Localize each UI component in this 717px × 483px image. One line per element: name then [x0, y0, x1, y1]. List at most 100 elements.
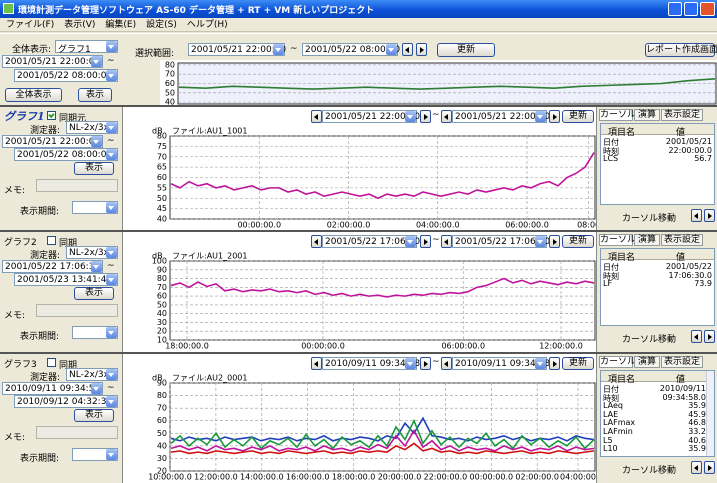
nav-button[interactable]	[704, 330, 715, 343]
nav-button[interactable]	[549, 235, 560, 248]
table-cell: LAFmin	[603, 427, 633, 436]
table-cell: LF	[603, 279, 613, 289]
report-button[interactable]: レポート作成画面へ	[645, 43, 717, 57]
memo-input[interactable]	[36, 179, 118, 192]
menu-item[interactable]: ファイル(F)	[6, 20, 55, 30]
tab[interactable]: 演算	[634, 356, 660, 368]
data-trace	[170, 429, 595, 452]
nav-button[interactable]	[416, 43, 427, 56]
nav-button[interactable]	[420, 357, 431, 370]
y-tick-label: 65	[157, 163, 167, 172]
device-select[interactable]: NL-2x/3x	[66, 121, 118, 134]
range-end-select[interactable]: 2001/05/22 08:00:00	[302, 43, 400, 56]
checkbox[interactable]	[47, 358, 56, 367]
end-select[interactable]: 2001/05/22 08:00:00	[14, 148, 118, 161]
nav-button[interactable]	[420, 235, 431, 248]
update-button[interactable]: 更新	[562, 235, 594, 248]
nav-button[interactable]	[691, 209, 702, 222]
close-button[interactable]	[700, 2, 715, 16]
memo-input[interactable]	[36, 426, 118, 439]
update-button[interactable]: 更新	[437, 43, 495, 57]
show-button[interactable]: 表示	[74, 409, 114, 422]
nav-button[interactable]	[549, 110, 560, 123]
nav-button[interactable]	[704, 461, 715, 474]
table-cell: 日付	[603, 263, 619, 272]
y-tick-label: 55	[157, 183, 167, 192]
nav-button[interactable]	[549, 357, 560, 370]
cursor-end-select[interactable]: 2010/09/11 09:34:58	[452, 357, 550, 370]
update-button[interactable]: 更新	[562, 110, 594, 123]
tab[interactable]: 演算	[634, 234, 660, 246]
arrow-icon	[108, 453, 114, 457]
menu-item[interactable]: 編集(E)	[105, 20, 137, 30]
start-select[interactable]: 2001/05/21 22:00:00	[2, 55, 103, 68]
nav-button[interactable]	[691, 461, 702, 474]
nav-button[interactable]	[402, 43, 413, 56]
tilde: ~	[107, 56, 115, 66]
nav-button[interactable]	[441, 110, 452, 123]
nav-button[interactable]	[311, 357, 322, 370]
overall-button[interactable]: 全体表示	[5, 88, 62, 102]
tab[interactable]: 表示設定	[661, 356, 703, 368]
device-select[interactable]: NL-2x/3x	[66, 246, 118, 259]
cursor-end-select[interactable]: 2001/05/22 17:06:30	[452, 235, 551, 248]
checkbox[interactable]	[47, 111, 56, 120]
start-select[interactable]: 2001/05/22 17:06:30	[2, 260, 103, 273]
end-select[interactable]: 2010/09/12 04:32:38	[14, 395, 118, 408]
start-select[interactable]: 2001/05/21 22:00:00	[2, 135, 103, 148]
tab[interactable]: カーソル	[599, 356, 637, 368]
end-select[interactable]: 2001/05/22 08:00:00	[14, 69, 118, 82]
tab[interactable]: 表示設定	[661, 109, 703, 121]
arrow-icon	[108, 400, 114, 404]
cursor-table	[600, 370, 715, 457]
nav-button[interactable]	[704, 209, 715, 222]
memo-input[interactable]	[36, 304, 118, 317]
dropdown-text: 2001/05/22 08:00:00	[17, 71, 113, 81]
start-select[interactable]: 2010/09/11 09:34:58	[2, 382, 103, 395]
cursor-end-select[interactable]: 2001/05/21 22:00:00	[452, 110, 550, 123]
y-tick-label: 10	[157, 336, 167, 345]
graph-select[interactable]: グラフ1	[55, 40, 118, 55]
dropdown-text: 2001/05/21 22:00:00	[5, 57, 101, 67]
cursor-start-select[interactable]: 2001/05/22 17:06:30	[322, 235, 420, 248]
tab[interactable]: 表示設定	[661, 234, 703, 246]
menu-item[interactable]: 表示(V)	[64, 20, 96, 30]
dropdown-text: 2001/05/22 17:06:30	[455, 237, 551, 247]
table-header-cell: 項目名	[608, 253, 636, 263]
nav-button[interactable]	[311, 235, 322, 248]
end-select[interactable]: 2001/05/23 13:41:43	[14, 273, 118, 286]
nav-button[interactable]	[441, 357, 452, 370]
nav-button[interactable]	[311, 110, 322, 123]
y-tick-label: 90	[157, 379, 167, 388]
menu-item[interactable]: ヘルプ(H)	[186, 20, 228, 30]
show-button[interactable]: 表示	[74, 162, 114, 175]
cursor-start-select[interactable]: 2001/05/21 22:00:00	[322, 110, 420, 123]
period-select[interactable]	[72, 326, 118, 339]
tab[interactable]: カーソル	[599, 234, 637, 246]
cursor-start-select[interactable]: 2010/09/11 09:34:58	[322, 357, 420, 370]
nav-button[interactable]	[441, 235, 452, 248]
dropdown-arrow	[386, 44, 397, 55]
dropdown-arrow	[106, 70, 117, 81]
tab[interactable]: 演算	[634, 109, 660, 121]
tab[interactable]: カーソル	[599, 109, 637, 121]
period-select[interactable]	[72, 448, 118, 461]
table-cell: 17:06:30.0	[668, 270, 712, 280]
show-button[interactable]: 表示	[78, 88, 112, 102]
show-button[interactable]: 表示	[74, 287, 114, 300]
minimize-button[interactable]	[668, 2, 682, 16]
device-select[interactable]: NL-2x/3x	[66, 368, 118, 381]
nav-button[interactable]	[420, 110, 431, 123]
period-select[interactable]	[72, 201, 118, 214]
plot-area	[169, 260, 596, 341]
label: 表示期間:	[20, 207, 60, 217]
checkbox[interactable]	[47, 236, 56, 245]
nav-button[interactable]	[691, 330, 702, 343]
update-button[interactable]: 更新	[562, 357, 594, 370]
maximize-button[interactable]	[684, 2, 698, 16]
graph-name: グラフ3	[4, 360, 37, 370]
arrow-icon	[424, 239, 428, 245]
range-start-select[interactable]: 2001/05/21 22:00:00	[188, 43, 286, 56]
menu-item[interactable]: 設定(S)	[146, 20, 177, 30]
tilde: ~	[432, 110, 440, 120]
